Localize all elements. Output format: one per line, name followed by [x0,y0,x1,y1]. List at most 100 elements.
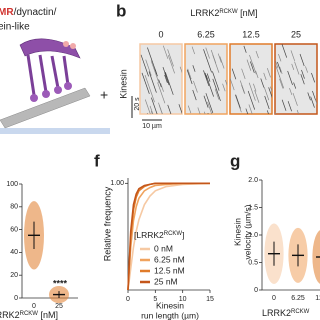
track [247,90,256,110]
track [287,101,292,112]
legend-title: [LRRK2RCKW] [134,230,184,240]
track [253,83,257,92]
track [222,83,226,92]
track [144,99,151,114]
track [243,45,247,53]
track [151,97,158,114]
microtubule [0,87,91,129]
track [197,107,201,114]
track [307,92,311,101]
cdf-line [127,182,211,291]
y-tick-label: 60 [10,226,18,233]
track [277,61,282,73]
y-tick-label: 0 [254,287,258,294]
column-label: 0 [158,29,163,39]
track [150,60,160,84]
track [214,88,220,100]
plus-sign: + [100,87,108,103]
x-axis-label: Kinesin [156,300,184,310]
track [186,69,193,85]
y-tick-label: 0 [14,295,18,302]
x-tick-label: 5 [153,296,157,303]
motor-head [64,82,72,90]
track [311,72,316,83]
track [150,110,153,114]
track [187,105,192,114]
track [212,71,220,91]
track [205,47,210,59]
track [266,67,271,78]
kymograph [184,43,228,115]
track [158,104,163,114]
track [224,79,227,86]
title-sup: RCKW [219,9,238,15]
track [167,54,175,74]
track [294,61,300,75]
track [192,89,197,101]
y-tick-label: 1.0 [248,232,258,239]
track [141,72,150,94]
track [281,99,287,111]
motor-stalks [26,54,70,96]
kymo-title: LRRK2RCKW [nM] [190,8,257,18]
y-tick-label: 100 [6,181,18,188]
legend-title-part: [LRRK2 [134,230,164,240]
track [249,54,255,68]
track [296,109,299,114]
column-label: 25 [291,29,301,39]
x-axis-label: LRRK2RCKW [nM] [0,310,58,320]
track [290,50,295,62]
legend-label: 25 nM [154,276,178,286]
track [162,67,167,77]
time-scale: 20 s [134,97,141,111]
track [239,80,246,95]
track [193,80,198,93]
track [205,93,214,114]
track [292,92,298,106]
track [301,69,305,79]
complex-label: MR/dynactin/ [0,7,57,18]
kymograph [274,43,318,115]
track [291,63,295,70]
track [219,56,225,69]
track [179,66,182,74]
surface [0,128,110,134]
x-tick-label: 0 [126,296,130,303]
track [140,54,149,77]
y-tick-label: 80 [10,204,18,211]
track [270,86,272,93]
title-part: LRRK2 [190,8,219,18]
kymo-tracks [140,45,182,114]
column-label: 6.25 [197,29,215,39]
track [145,59,152,76]
track [212,54,220,73]
x-tick-label: 6.25 [291,295,305,302]
track [248,82,256,101]
kymo-tracks [275,44,317,114]
track [230,77,235,91]
track [300,74,305,85]
x-tick-label: 12.5 [315,295,320,302]
track [293,82,297,89]
legend-title-sup: RCKW [164,231,183,237]
y-tick-label: 20 [10,272,18,279]
track [164,72,174,95]
track [157,82,166,104]
xlabel-unit: [nM] [38,310,58,320]
track [203,49,212,73]
motor-head [54,86,62,94]
track [255,50,259,59]
track [191,46,196,55]
track [275,65,281,78]
y-axis-label-2: velocity (µm/s) [242,204,252,259]
track [250,61,255,73]
significance: **** [53,278,68,288]
track [160,83,164,92]
motor-head [30,94,38,102]
track [167,49,174,67]
legend-label: 0 nM [154,243,173,253]
adaptor [70,43,76,49]
track [278,53,282,62]
track [203,111,206,114]
track [203,95,209,108]
